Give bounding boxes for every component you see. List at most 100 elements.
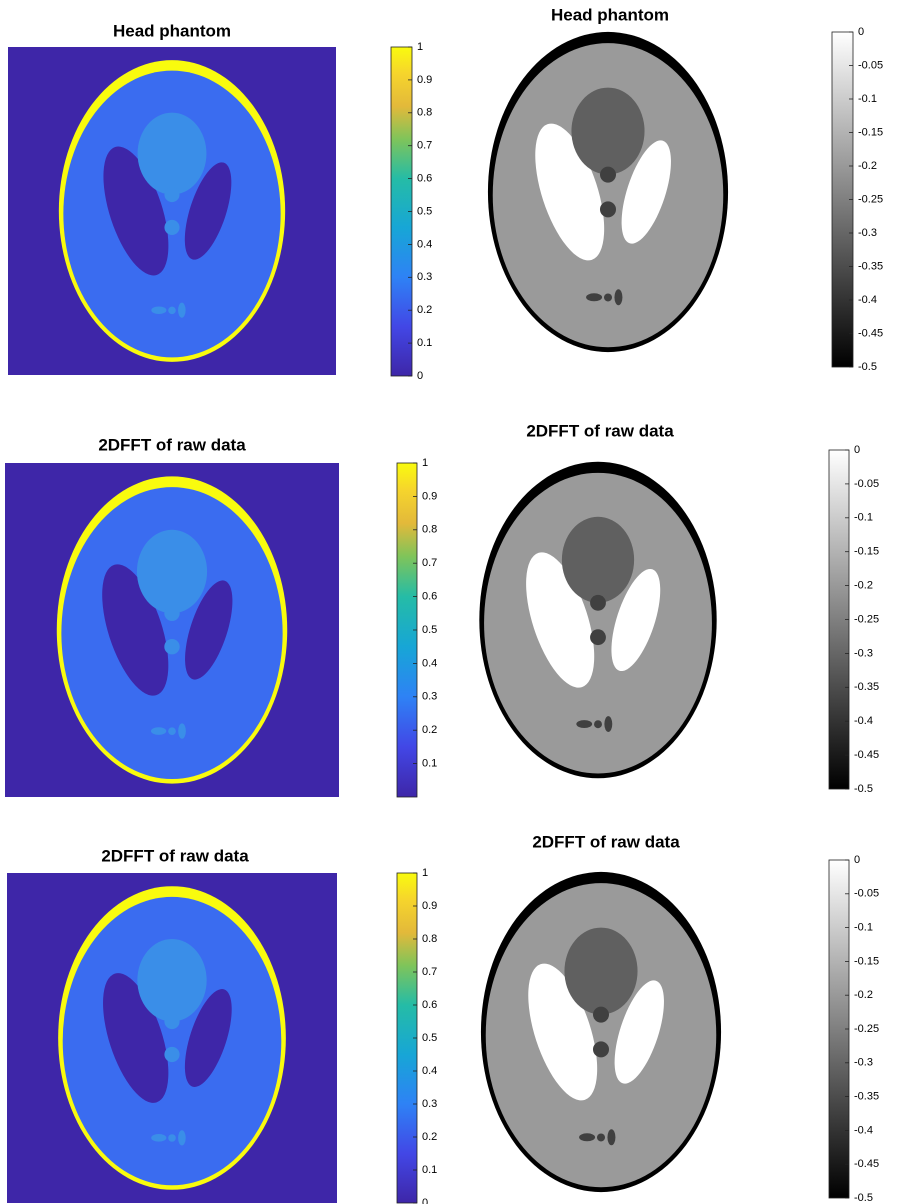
phantom-region	[178, 723, 186, 738]
phantom-region	[600, 201, 616, 217]
colorbar-tick-label: -0.1	[854, 922, 873, 934]
colorbar-tick-label: 0.7	[422, 966, 437, 978]
phantom-region	[576, 720, 592, 728]
colorbar-tick-label: 0.5	[417, 205, 432, 217]
colorbar-tick-label: -0.4	[854, 715, 873, 727]
colorbar-tick-label: 0.6	[422, 999, 437, 1011]
phantom-region	[168, 1134, 176, 1142]
phantom-region	[164, 220, 179, 235]
colorbar-tick-label: -0.3	[854, 1057, 873, 1069]
colorbar-tick-label: 0.9	[422, 490, 437, 502]
phantom-region	[594, 720, 602, 728]
panel-title: 2DFFT of raw data	[526, 421, 674, 440]
colorbar-tick-label: 0.9	[417, 74, 432, 86]
colorbar-tick-label: -0.25	[854, 613, 879, 625]
colorbar-tick-label: -0.1	[854, 512, 873, 524]
phantom-region	[579, 1133, 595, 1141]
colorbar-tick-label: 1	[422, 867, 428, 879]
panel: 2DFFT of raw data-0.5-0.45-0.4-0.35-0.3-…	[479, 421, 879, 794]
colorbar-tick-label: 0.8	[422, 933, 437, 945]
colorbar-tick-label: 0.5	[422, 624, 437, 636]
colorbar-tick-label: 0.1	[422, 758, 437, 770]
colorbar-tick-label: -0.15	[858, 126, 883, 138]
phantom-region	[178, 303, 186, 318]
phantom-region	[164, 639, 179, 654]
panel: 2DFFT of raw data00.10.20.30.40.50.60.70…	[7, 846, 437, 1204]
phantom-region	[593, 1007, 609, 1023]
phantom-region	[164, 187, 179, 202]
colorbar-tick-label: 0.1	[417, 337, 432, 349]
panel-title: 2DFFT of raw data	[532, 832, 680, 851]
phantom-region	[151, 1134, 166, 1142]
panel-title: Head phantom	[551, 5, 669, 24]
colorbar-tick-label: 0.6	[422, 591, 437, 603]
phantom-region	[571, 88, 644, 175]
colorbar-tick-label: 1	[417, 41, 423, 53]
colorbar-tick-label: -0.35	[854, 681, 879, 693]
phantom-region	[604, 293, 612, 301]
panel: Head phantom-0.5-0.45-0.4-0.35-0.3-0.25-…	[488, 5, 883, 372]
colorbar-tick-label: -0.25	[854, 1023, 879, 1035]
phantom-region	[614, 289, 622, 305]
colorbar-tick-label: 0.3	[417, 271, 432, 283]
phantom-region	[168, 727, 176, 735]
phantom-region	[597, 1133, 605, 1141]
phantom-region	[151, 727, 166, 735]
colorbar-tick-label: 0	[854, 854, 860, 866]
colorbar-tick-label: -0.2	[858, 160, 877, 172]
phantom-region	[137, 530, 207, 614]
phantom-region	[137, 939, 206, 1022]
colorbar-tick-label: -0.45	[854, 749, 879, 761]
colorbar-tick-label: -0.5	[854, 1192, 873, 1204]
colorbar-tick-label: -0.5	[854, 783, 873, 795]
colorbar-tick-label: 0.2	[417, 304, 432, 316]
colorbar-tick-label: 0.4	[422, 657, 437, 669]
phantom-region	[151, 306, 166, 314]
phantom-region	[164, 606, 179, 621]
phantom-region	[168, 307, 176, 315]
colorbar-tick-label: 0.8	[422, 524, 437, 536]
colorbar-tick-label: 0.6	[417, 173, 432, 185]
phantom-region	[590, 595, 606, 611]
phantom-region	[138, 113, 207, 195]
colorbar-tick-label: -0.35	[858, 260, 883, 272]
phantom-region	[604, 716, 612, 732]
colorbar-tick-label: -0.05	[854, 478, 879, 490]
colorbar-tick-label: -0.45	[858, 327, 883, 339]
colorbar-tick-label: 0.2	[422, 724, 437, 736]
colorbar-tick-label: 0.2	[422, 1131, 437, 1143]
colorbar-tick-label: -0.2	[854, 989, 873, 1001]
colorbar-tick-label: 0.3	[422, 1098, 437, 1110]
colorbar-tick-label: 0.5	[422, 1032, 437, 1044]
panel: 2DFFT of raw data-0.5-0.45-0.4-0.35-0.3-…	[481, 832, 879, 1203]
phantom-region	[164, 1014, 179, 1029]
colorbar-tick-label: -0.4	[858, 294, 877, 306]
phantom-region	[178, 1130, 186, 1145]
colorbar-tick-label: 0.9	[422, 900, 437, 912]
phantom-region	[590, 629, 606, 645]
colorbar-tick-label: -0.3	[858, 227, 877, 239]
panel: 2DFFT of raw data 0.1 0.2 0.3 0.4 0.5 0.6 0.7 0.…	[5, 435, 437, 797]
panel: Head phantom00.10.20.30.40.50.60.70.80.9…	[8, 21, 432, 381]
phantom-region	[164, 1047, 179, 1062]
colorbar-tick-label: 0	[422, 1197, 428, 1204]
colorbar-tick-label: -0.15	[854, 546, 879, 558]
panel-title: 2DFFT of raw data	[101, 846, 249, 865]
colorbar-tick-label: -0.25	[858, 193, 883, 205]
colorbar-tick-label: -0.35	[854, 1091, 879, 1103]
phantom-region	[564, 928, 637, 1015]
colorbar-tick-label: 0.8	[417, 107, 432, 119]
colorbar-tick-label: 0	[417, 370, 423, 382]
panel-title: 2DFFT of raw data	[98, 435, 246, 454]
colorbar-tick-label: 0.1	[422, 1164, 437, 1176]
colorbar-tick-label: 0	[854, 444, 860, 456]
colorbar-tick-label: 0.3	[422, 691, 437, 703]
colorbar-tick-label: -0.4	[854, 1124, 873, 1136]
colorbar-tick-label: 0.7	[422, 557, 437, 569]
colorbar-tick-label: 0.4	[417, 238, 432, 250]
phantom-region	[607, 1129, 615, 1145]
phantom-region	[600, 167, 616, 183]
colorbar-tick-label: -0.2	[854, 580, 873, 592]
phantom-region	[562, 517, 634, 603]
colorbar-tick-label: -0.05	[858, 59, 883, 71]
